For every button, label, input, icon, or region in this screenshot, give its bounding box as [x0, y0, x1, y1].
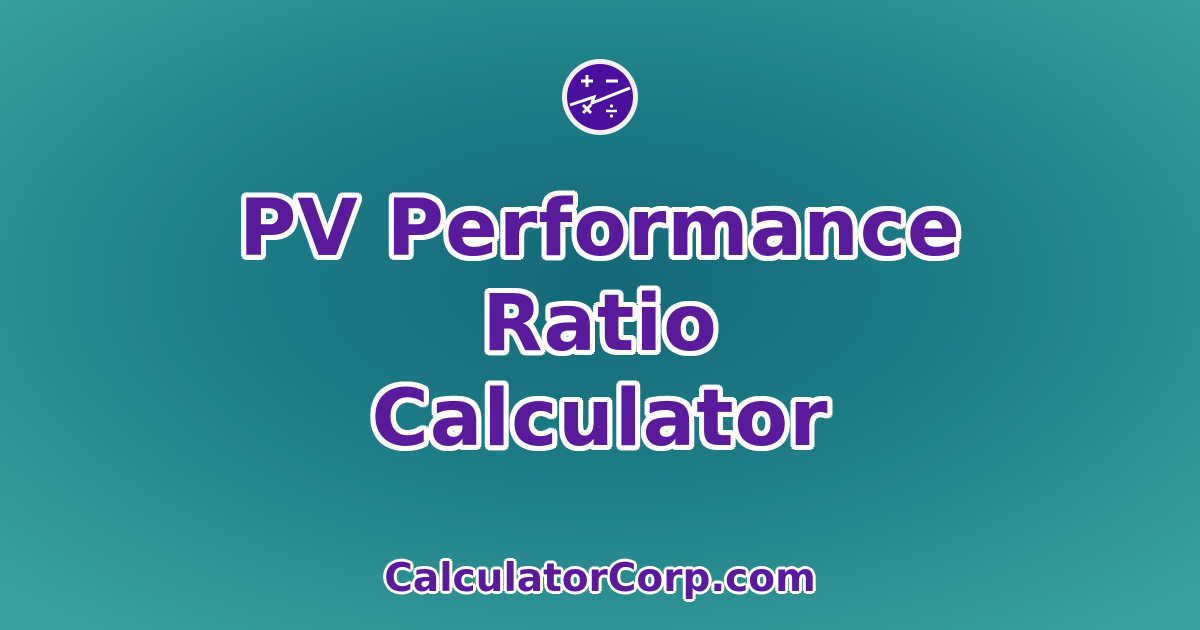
title-line-1: PV Performance — [239, 184, 961, 274]
site-name: CalculatorCorp.com — [384, 556, 816, 601]
title-line-3: Calculator — [371, 374, 829, 464]
title-line-2: Ratio — [482, 279, 718, 369]
calculator-operators-icon — [562, 59, 638, 135]
page-title: PV Performance Ratio Calculator — [0, 182, 1200, 467]
